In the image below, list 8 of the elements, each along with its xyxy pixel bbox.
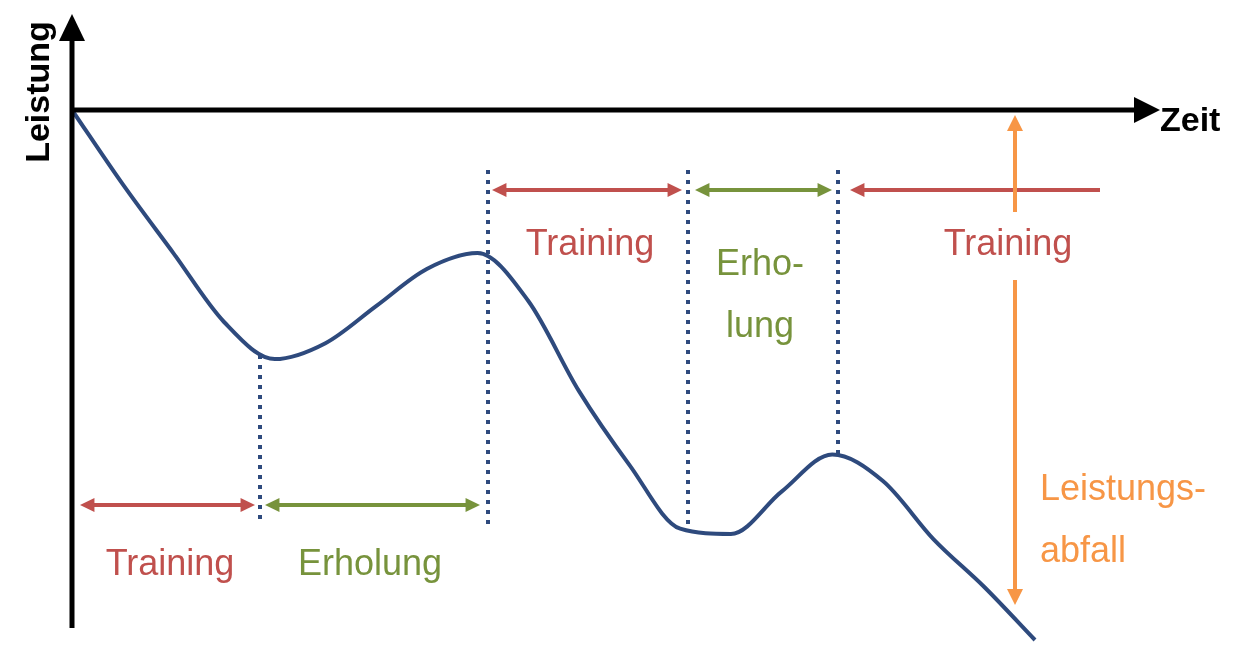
x-axis-title: Zeit: [1160, 100, 1221, 139]
annotation: Training: [525, 221, 655, 263]
annotation: Training: [105, 541, 235, 583]
annotation: Training: [943, 221, 1073, 263]
annotation: Erho- lung: [715, 241, 805, 345]
annotation: Erholung: [297, 541, 443, 583]
annotation: Leistungs- abfall: [1040, 466, 1207, 570]
y-axis-title: Leistung: [18, 21, 57, 163]
